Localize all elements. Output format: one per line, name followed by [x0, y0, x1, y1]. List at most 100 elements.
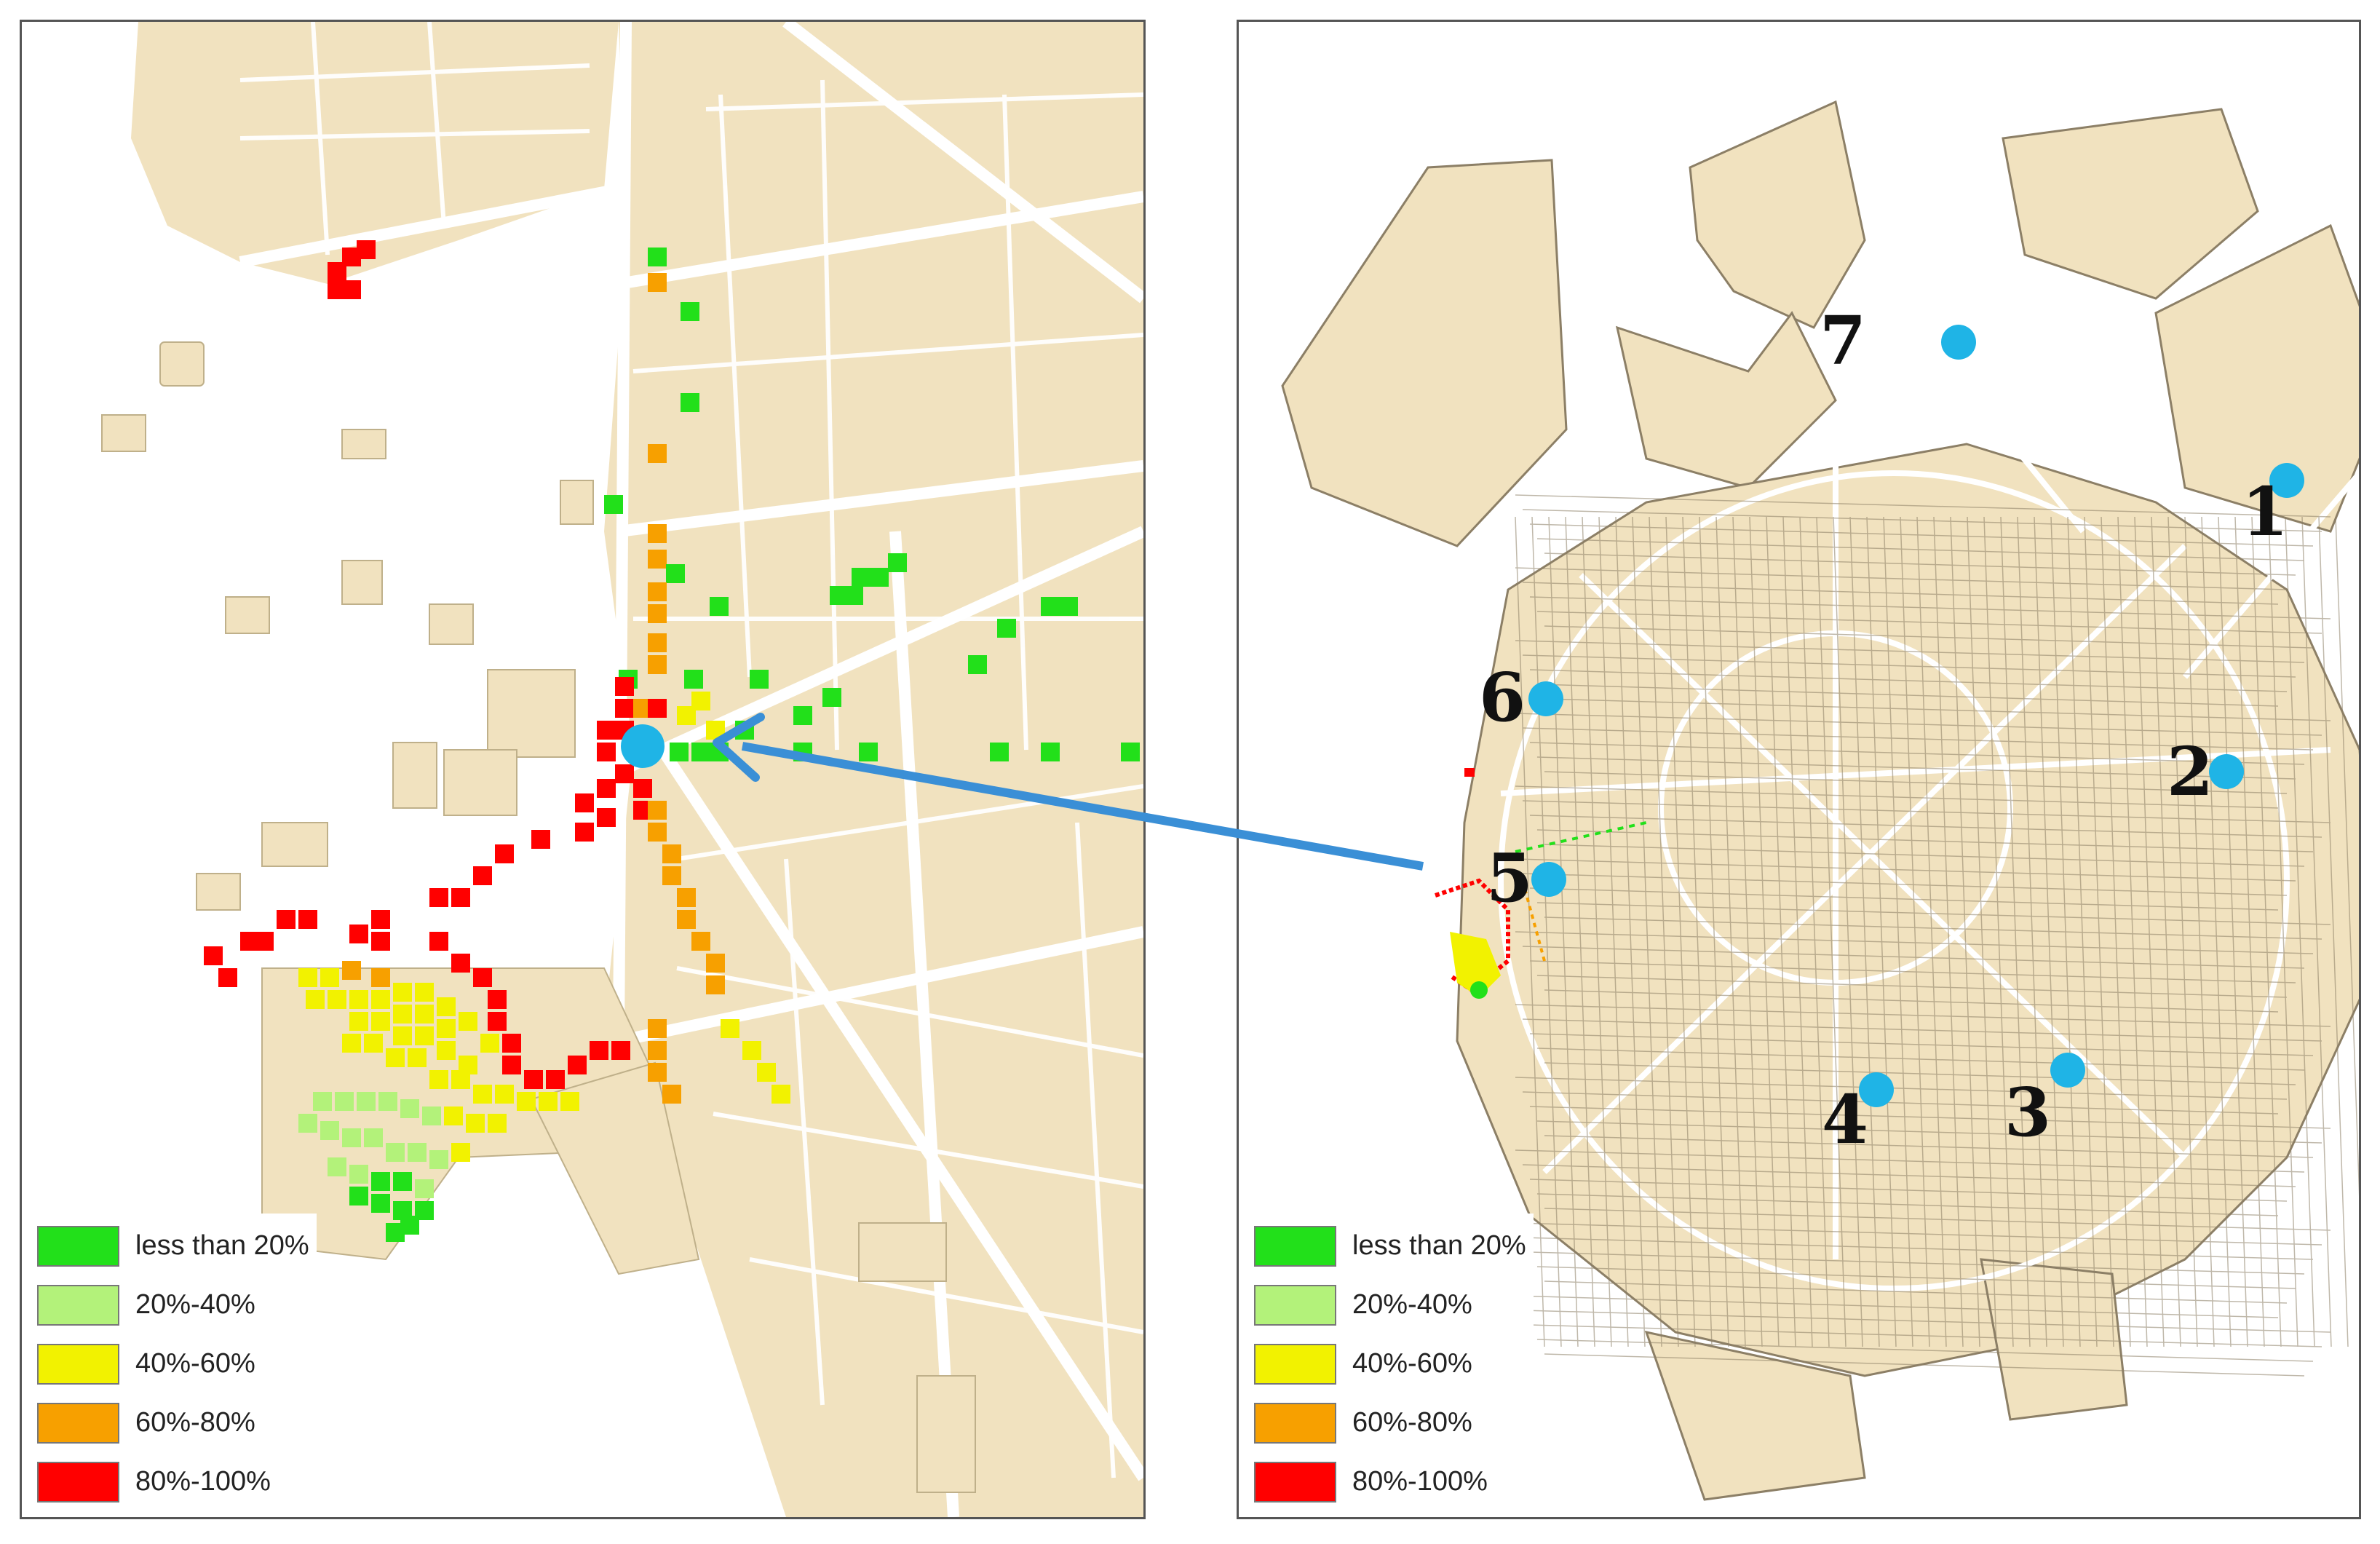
heatmap-cell: [517, 1092, 536, 1111]
street-line: [1544, 1280, 2288, 1304]
street-line: [1536, 1266, 2296, 1289]
heatmap-cell: [386, 1048, 405, 1067]
street-line: [1715, 516, 1746, 1347]
street-line: [1536, 1339, 2314, 1362]
heatmap-cell: [597, 743, 616, 761]
heatmap-cell: [648, 1063, 667, 1082]
heatmap-cell: [666, 564, 685, 583]
street-line: [2050, 516, 2081, 1347]
legend-item-20-40: 20%-40%: [37, 1275, 309, 1334]
site-7-marker[interactable]: [1941, 325, 1976, 360]
site-5-marker[interactable]: [1531, 862, 1566, 897]
legend-swatch: [37, 1284, 119, 1326]
heatmap-cell: [648, 823, 667, 842]
heatmap-cell: [1041, 743, 1060, 761]
heatmap-cell: [371, 910, 390, 929]
heatmap-cell: [648, 699, 667, 718]
heatmap-cell: [342, 280, 361, 299]
street-line: [1522, 1310, 2331, 1333]
legend-item-80-100: 80%-100%: [1254, 1452, 1526, 1511]
heatmap-cell: [615, 764, 634, 783]
heatmap-cell: [451, 1143, 470, 1162]
site-3-marker[interactable]: [2050, 1053, 2085, 1088]
legend-swatch: [1254, 1284, 1336, 1326]
street-line: [1544, 698, 2331, 721]
legend-swatch: [1254, 1402, 1336, 1444]
street-line: [1582, 516, 1612, 1347]
heatmap-cell: [357, 1092, 376, 1111]
heatmap-cell: [364, 1034, 383, 1053]
site-6-marker[interactable]: [1528, 681, 1563, 716]
street-line: [1699, 516, 1729, 1347]
legend-swatch: [37, 1402, 119, 1444]
heatmap-cell: [706, 975, 725, 994]
site-4-marker[interactable]: [1859, 1072, 1894, 1107]
heatmap-cell: [204, 946, 223, 965]
street-line: [2000, 516, 2031, 1347]
heatmap-cell: [1041, 597, 1060, 616]
heatmap-cell: [320, 1121, 339, 1140]
site-5-heatmap: [1435, 768, 1647, 999]
heatmap-cell: [451, 954, 470, 973]
overview-map-panel[interactable]: 1 2 3 4 5 6 7 less than 20% 20%-40% 40%-60% 60…: [1237, 20, 2361, 1519]
site-5-marker[interactable]: [621, 724, 665, 768]
street-line: [1529, 815, 2323, 838]
heatmap-cell: [648, 582, 667, 601]
detail-map[interactable]: [22, 22, 1143, 1517]
street-line: [1515, 713, 2323, 736]
street-line: [1665, 516, 1696, 1347]
street-line: [1544, 1353, 2305, 1377]
heatmap-cell: [306, 990, 325, 1009]
heatmap-cell: [742, 1041, 761, 1060]
heatmap-cell: [721, 1019, 739, 1038]
street-line: [2218, 516, 2248, 1347]
heatmap-cell: [393, 983, 412, 1002]
street-line: [1799, 516, 1830, 1347]
heatmap-cell: [575, 823, 594, 842]
heatmap-cell: [870, 568, 889, 587]
heatmap-cell: [662, 844, 681, 863]
heatmap-cell: [750, 670, 769, 689]
legend-item-less-than-20: less than 20%: [37, 1216, 309, 1275]
heatmap-cell: [648, 604, 667, 623]
street-line: [1967, 516, 1997, 1347]
street-line: [1515, 1004, 2331, 1027]
heatmap-cell: [298, 968, 317, 987]
heatmap-cell: [597, 779, 616, 798]
heatmap-cell: [437, 997, 456, 1016]
legend-item-40-60: 40%-60%: [1254, 1334, 1526, 1393]
heatmap-cell: [393, 1005, 412, 1024]
heatmap-cell: [633, 779, 652, 798]
legend-swatch: [37, 1343, 119, 1385]
heatmap-cell: [277, 910, 295, 929]
street-line: [1515, 1295, 2279, 1318]
street-grid: [1515, 494, 2359, 1377]
heatmap-cell: [342, 961, 361, 980]
legend-swatch: [1254, 1461, 1336, 1503]
street-line: [1529, 1033, 2314, 1056]
heatmap-cell: [255, 932, 274, 951]
overview-map[interactable]: 1 2 3 4 5 6 7: [1239, 22, 2359, 1517]
heatmap-cell: [451, 1070, 470, 1089]
heatmap-cell: [364, 1128, 383, 1147]
street-line: [2184, 516, 2215, 1347]
heatmap-cell: [444, 1106, 463, 1125]
site-2-marker[interactable]: [2209, 754, 2244, 789]
street-line: [1916, 516, 1947, 1347]
heatmap-cell: [648, 1019, 667, 1038]
site-7-label: 7: [1820, 301, 1866, 380]
heatmap-cell: [710, 597, 729, 616]
heatmap-cell: [539, 1092, 558, 1111]
legend-label: 80%-100%: [1352, 1466, 1488, 1497]
legend-label: 60%-80%: [135, 1407, 255, 1438]
heatmap-cell: [681, 302, 699, 321]
street-line: [1522, 1018, 2323, 1042]
heatmap-cell: [429, 1150, 448, 1169]
heatmap-cell: [844, 586, 863, 605]
heatmap-cell: [710, 743, 729, 761]
site-1-marker[interactable]: [2269, 463, 2304, 498]
legend-swatch: [37, 1461, 119, 1503]
detail-map-panel[interactable]: less than 20% 20%-40% 40%-60% 60%-80% 80…: [20, 20, 1146, 1519]
heatmap-cell: [466, 1114, 485, 1133]
street-line: [1529, 1324, 2323, 1347]
